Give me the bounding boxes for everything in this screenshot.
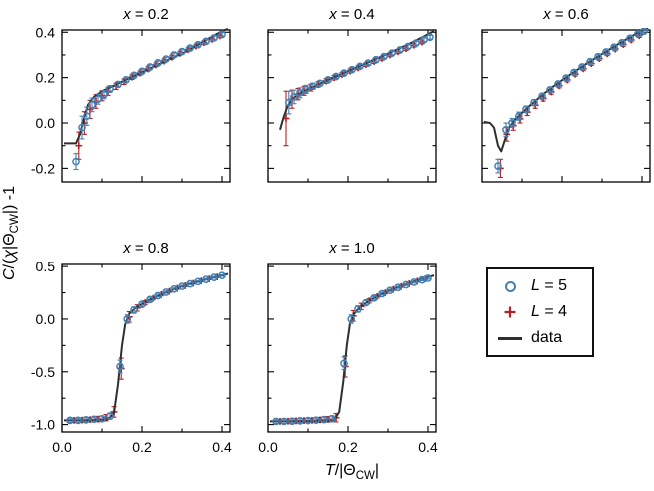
subplot-x-0p2: x = 0.2 -0.2 0.0 0.2 0.4 bbox=[16, 4, 234, 195]
svg-text:0.4: 0.4 bbox=[212, 439, 232, 455]
series-L5 bbox=[284, 33, 434, 115]
line-marker-icon bbox=[498, 336, 522, 340]
svg-text:0.4: 0.4 bbox=[418, 439, 438, 455]
svg-text:0.2: 0.2 bbox=[36, 70, 56, 86]
subplot-x-0p8: x = 0.8 0.0 0.2 0.4 -1.0 -0.5 0.0 0.5 bbox=[16, 238, 234, 467]
subplot-x-0p6: x = 0.6 bbox=[436, 4, 654, 195]
series-L5 bbox=[272, 274, 432, 426]
axes: 0.0 0.2 0.4 bbox=[258, 263, 438, 455]
legend: L = 5 L = 4 data bbox=[486, 267, 594, 357]
subplot-title: x = 0.2 bbox=[123, 6, 169, 23]
axes bbox=[267, 29, 437, 183]
svg-text:0.5: 0.5 bbox=[36, 262, 56, 274]
series-L4 bbox=[70, 273, 221, 424]
subplot-canvas: 0.0 0.2 0.4 -1.0 -0.5 0.0 0.5 bbox=[31, 258, 232, 455]
svg-text:0.2: 0.2 bbox=[132, 439, 152, 455]
series-L5 bbox=[72, 30, 226, 171]
subplot-canvas: 0.0 0.2 0.4 bbox=[258, 263, 438, 455]
axes: 0.0 0.2 0.4 -1.0 -0.5 0.0 0.5 bbox=[31, 258, 232, 455]
series-L5 bbox=[66, 271, 226, 425]
x-axis-label: T/|ΘCW| bbox=[324, 462, 380, 483]
plus-marker-icon bbox=[498, 305, 522, 319]
svg-text:-1.0: -1.0 bbox=[31, 417, 55, 433]
series-L4 bbox=[276, 275, 429, 425]
svg-text:0.0: 0.0 bbox=[52, 439, 72, 455]
legend-item-data: data bbox=[488, 326, 592, 350]
data-line bbox=[64, 272, 229, 422]
series-L4 bbox=[497, 32, 643, 179]
subplot-title: x = 0.4 bbox=[329, 6, 375, 23]
subplot-x-1p0: x = 1.0 0.0 0.2 0.4 bbox=[222, 238, 440, 467]
svg-text:0.4: 0.4 bbox=[36, 28, 56, 40]
legend-label-data: data bbox=[531, 329, 563, 346]
subplot-canvas bbox=[267, 29, 437, 183]
subplot-canvas: -0.2 0.0 0.2 0.4 bbox=[31, 24, 231, 183]
data-line bbox=[270, 274, 435, 423]
svg-text:0.0: 0.0 bbox=[258, 439, 278, 455]
axes: -0.2 0.0 0.2 0.4 bbox=[31, 24, 231, 183]
svg-text:0.0: 0.0 bbox=[36, 115, 56, 131]
legend-item-L4: L = 4 bbox=[488, 300, 592, 324]
axes bbox=[481, 29, 651, 183]
subplot-title: x = 0.8 bbox=[123, 240, 169, 257]
svg-text:-0.5: -0.5 bbox=[31, 364, 55, 380]
legend-label-L5: L = 5 bbox=[531, 277, 568, 294]
data-line bbox=[279, 30, 435, 131]
subplot-canvas bbox=[481, 26, 651, 183]
subplot-title: x = 1.0 bbox=[329, 240, 375, 257]
series-L5 bbox=[494, 27, 648, 174]
subplot-x-0p4: x = 0.4 bbox=[222, 4, 440, 195]
legend-label-L4: L = 4 bbox=[531, 303, 568, 320]
svg-text:-0.2: -0.2 bbox=[31, 160, 55, 176]
open-circle-marker-icon bbox=[498, 280, 522, 292]
svg-text:0.0: 0.0 bbox=[36, 311, 56, 327]
legend-item-L5: L = 5 bbox=[488, 274, 592, 298]
subplot-title: x = 0.6 bbox=[543, 6, 589, 23]
svg-text:0.2: 0.2 bbox=[338, 439, 358, 455]
